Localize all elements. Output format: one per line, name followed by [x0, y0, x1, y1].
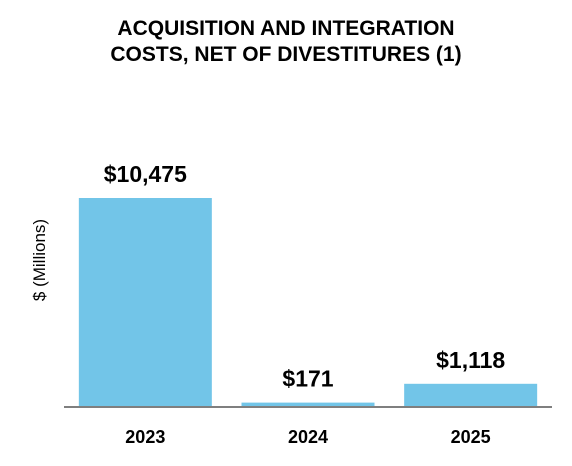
- bar-2025: [404, 383, 538, 406]
- chart-title-line-1: ACQUISITION AND INTEGRATION: [117, 17, 455, 40]
- value-label-2025: $1,118: [436, 347, 505, 373]
- value-label-2023: $10,475: [104, 161, 187, 187]
- labels-group: $10,475 2023 $171 2024 $1,118 2025: [104, 161, 506, 447]
- bar-2023: [78, 198, 212, 406]
- bars-group: [78, 198, 538, 406]
- value-label-2024: $171: [282, 366, 333, 392]
- x-tick-label-2023: 2023: [125, 427, 165, 447]
- bar-2024: [241, 402, 375, 406]
- chart-title: ACQUISITION AND INTEGRATION COSTS, NET O…: [0, 16, 572, 68]
- chart-title-line-2: COSTS, NET OF DIVESTITURES (1): [110, 43, 462, 66]
- y-axis-label: $ (Millions): [30, 219, 49, 301]
- x-tick-label-2024: 2024: [288, 427, 328, 447]
- x-tick-label-2025: 2025: [451, 427, 491, 447]
